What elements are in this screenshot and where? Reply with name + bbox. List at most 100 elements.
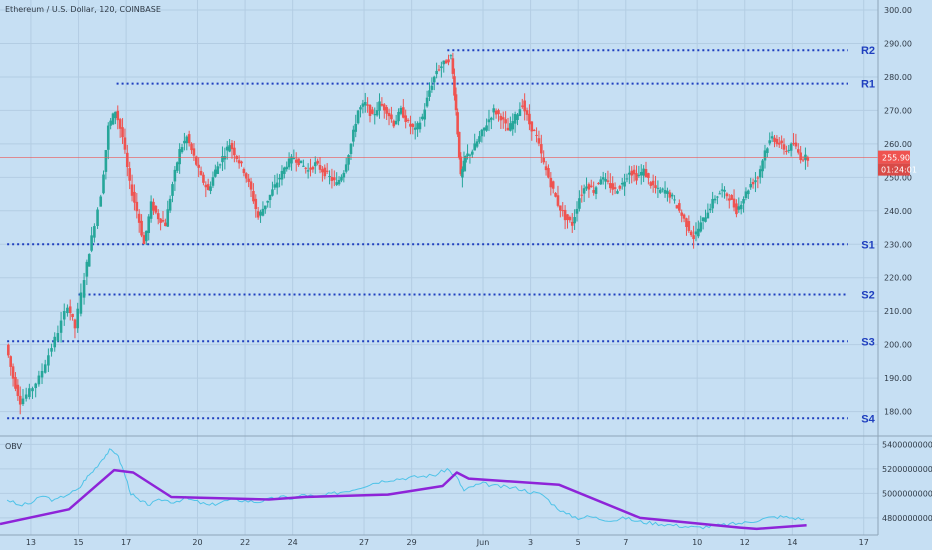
candle-body bbox=[606, 180, 610, 182]
level-label-s2: S2 bbox=[861, 289, 874, 301]
candle-body bbox=[570, 221, 574, 226]
candle-body bbox=[635, 173, 638, 181]
date-tick-label: 17 bbox=[121, 538, 131, 547]
candle-body bbox=[352, 129, 355, 142]
candle-body bbox=[297, 158, 300, 166]
candle-body bbox=[444, 60, 448, 64]
candle-body bbox=[218, 164, 222, 166]
candle-body bbox=[323, 167, 327, 177]
obv-tick-label: 5000000000.0000 bbox=[882, 489, 932, 498]
candle-body bbox=[689, 231, 693, 236]
candle-body bbox=[259, 211, 262, 216]
candle-body bbox=[528, 113, 531, 125]
candle-body bbox=[457, 131, 461, 158]
candle-body bbox=[173, 169, 177, 182]
candle-body bbox=[773, 137, 776, 142]
candle-body bbox=[11, 366, 15, 379]
candle-body bbox=[87, 254, 91, 267]
candle-body bbox=[156, 213, 160, 220]
price-tick-label: 210.00 bbox=[884, 307, 912, 316]
candle-body bbox=[135, 201, 139, 212]
candle-body bbox=[461, 169, 464, 178]
level-label-s4: S4 bbox=[861, 413, 875, 425]
candle-body bbox=[130, 184, 134, 196]
candle-body bbox=[609, 183, 612, 189]
candle-body bbox=[37, 375, 41, 385]
price-tick-label: 220.00 bbox=[884, 274, 912, 283]
price-tick-label: 300.00 bbox=[884, 6, 912, 15]
candle-body bbox=[770, 136, 774, 139]
candle-body bbox=[637, 174, 641, 176]
candle-body bbox=[554, 193, 557, 197]
candle-body bbox=[566, 214, 569, 220]
candle-body bbox=[387, 112, 391, 117]
candle-body bbox=[93, 226, 96, 238]
candle-body bbox=[230, 143, 234, 150]
candle-body bbox=[161, 220, 165, 222]
candle-body bbox=[704, 217, 707, 222]
candle-body bbox=[513, 114, 517, 124]
candle-body bbox=[478, 136, 481, 142]
candle-body bbox=[197, 164, 200, 168]
candle-body bbox=[347, 155, 350, 165]
candle-body bbox=[794, 142, 798, 147]
candle-body bbox=[551, 181, 555, 189]
price-tick-label: 250.00 bbox=[884, 173, 912, 182]
candle-body bbox=[85, 261, 89, 277]
candle-body bbox=[556, 195, 560, 206]
candle-body bbox=[76, 308, 80, 329]
candle-body bbox=[16, 384, 20, 397]
candle-body bbox=[321, 169, 324, 173]
candle-body bbox=[256, 211, 260, 218]
candle-body bbox=[392, 120, 396, 127]
candle-body bbox=[440, 66, 443, 69]
candle-body bbox=[699, 222, 703, 232]
candle-body bbox=[287, 158, 291, 168]
candle-body bbox=[594, 187, 598, 194]
candle-body bbox=[782, 144, 786, 150]
date-tick-label: 10 bbox=[692, 538, 702, 547]
candle-body bbox=[739, 204, 743, 210]
level-label-s1: S1 bbox=[861, 239, 874, 251]
price-tick-label: 260.00 bbox=[884, 140, 912, 149]
candle-body bbox=[806, 157, 810, 161]
candle-body bbox=[421, 116, 424, 120]
candle-body bbox=[116, 110, 120, 121]
candle-body bbox=[99, 196, 103, 207]
candle-body bbox=[613, 187, 617, 189]
candle-body bbox=[47, 355, 50, 366]
candle-body bbox=[799, 152, 802, 161]
candle-body bbox=[252, 190, 255, 202]
candle-body bbox=[328, 175, 331, 177]
candle-body bbox=[371, 109, 374, 114]
candle-body bbox=[335, 182, 338, 185]
date-tick-label: 3 bbox=[528, 538, 533, 547]
candle-body bbox=[632, 169, 636, 175]
candle-body bbox=[735, 203, 738, 215]
candle-body bbox=[9, 356, 13, 367]
candle-body bbox=[96, 209, 99, 226]
candle-body bbox=[535, 134, 538, 136]
price-tick-label: 190.00 bbox=[884, 374, 912, 383]
candle-body bbox=[399, 107, 403, 114]
candle-body bbox=[397, 111, 400, 122]
obv-trend-line bbox=[0, 468, 807, 531]
candle-body bbox=[68, 306, 72, 314]
candle-body bbox=[366, 104, 369, 106]
candle-body bbox=[66, 307, 69, 314]
candle-body bbox=[102, 174, 105, 194]
candle-body bbox=[661, 188, 664, 190]
candle-body bbox=[187, 134, 191, 144]
price-tick-label: 230.00 bbox=[884, 240, 912, 249]
candle-body bbox=[623, 181, 626, 187]
candle-body bbox=[482, 127, 486, 131]
candle-body bbox=[340, 176, 343, 181]
candle-body bbox=[727, 198, 731, 201]
candle-body bbox=[40, 370, 44, 378]
candle-body bbox=[416, 123, 419, 130]
candle-body bbox=[796, 149, 800, 153]
candle-body bbox=[228, 145, 231, 152]
candle-body bbox=[82, 280, 86, 298]
